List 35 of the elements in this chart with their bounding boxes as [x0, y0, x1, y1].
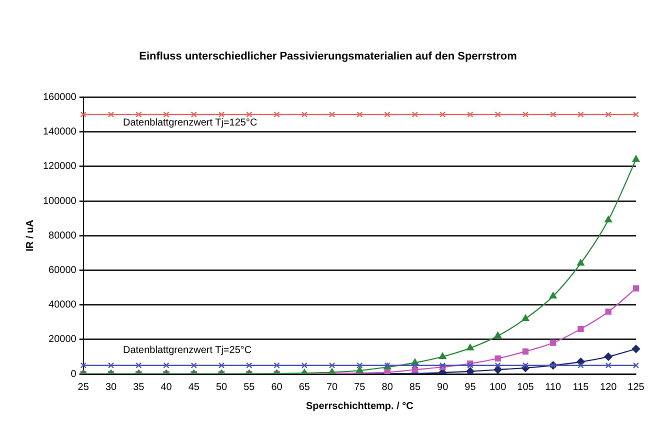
x-tick-label: 35	[133, 382, 145, 393]
x-tick-label: 75	[354, 382, 366, 393]
x-tick-label: 125	[628, 382, 645, 393]
y-axis-title: IR / uA	[24, 220, 36, 252]
x-tick-label: 60	[271, 382, 283, 393]
chart-title: Einfluss unterschiedlicher Passivierungsmaterialien auf den Sperrstrom	[139, 50, 518, 63]
y-tick-label: 0	[70, 368, 77, 380]
x-tick-label: 65	[298, 382, 310, 393]
y-tick-label: 60000	[48, 264, 77, 276]
y-tick-label: 80000	[48, 230, 77, 242]
y-tick-label: 160000	[42, 92, 77, 103]
y-tick-label: 140000	[42, 126, 77, 138]
x-tick-label: 90	[437, 382, 449, 393]
x-tick-label: 70	[326, 382, 338, 393]
x-tick-label: 50	[216, 382, 228, 393]
x-tick-label: 25	[78, 382, 90, 393]
x-tick-label: 110	[545, 382, 562, 393]
y-tick-label: 120000	[42, 161, 77, 172]
x-tick-label: 95	[464, 382, 476, 393]
x-tick-label: 55	[244, 382, 256, 393]
x-axis-title: Sperrschichttemp. / °C	[306, 400, 414, 412]
series-label: Datenblattgrenzwert Tj=25°C	[123, 345, 252, 356]
x-tick-label: 30	[105, 382, 117, 393]
y-tick-label: 20000	[48, 334, 77, 346]
x-tick-label: 105	[517, 382, 534, 393]
x-tick-label: 120	[600, 382, 618, 393]
x-tick-label: 45	[188, 382, 200, 393]
x-tick-label: 85	[409, 382, 421, 393]
x-tick-label: 115	[572, 382, 590, 393]
y-tick-label: 40000	[48, 300, 77, 311]
x-tick-label: 100	[490, 382, 507, 393]
x-tick-label: 40	[160, 382, 172, 393]
y-tick-label: 100000	[42, 196, 77, 207]
x-tick-label: 80	[382, 382, 394, 393]
series-label: Datenblattgrenzwert Tj=125°C	[123, 117, 258, 128]
